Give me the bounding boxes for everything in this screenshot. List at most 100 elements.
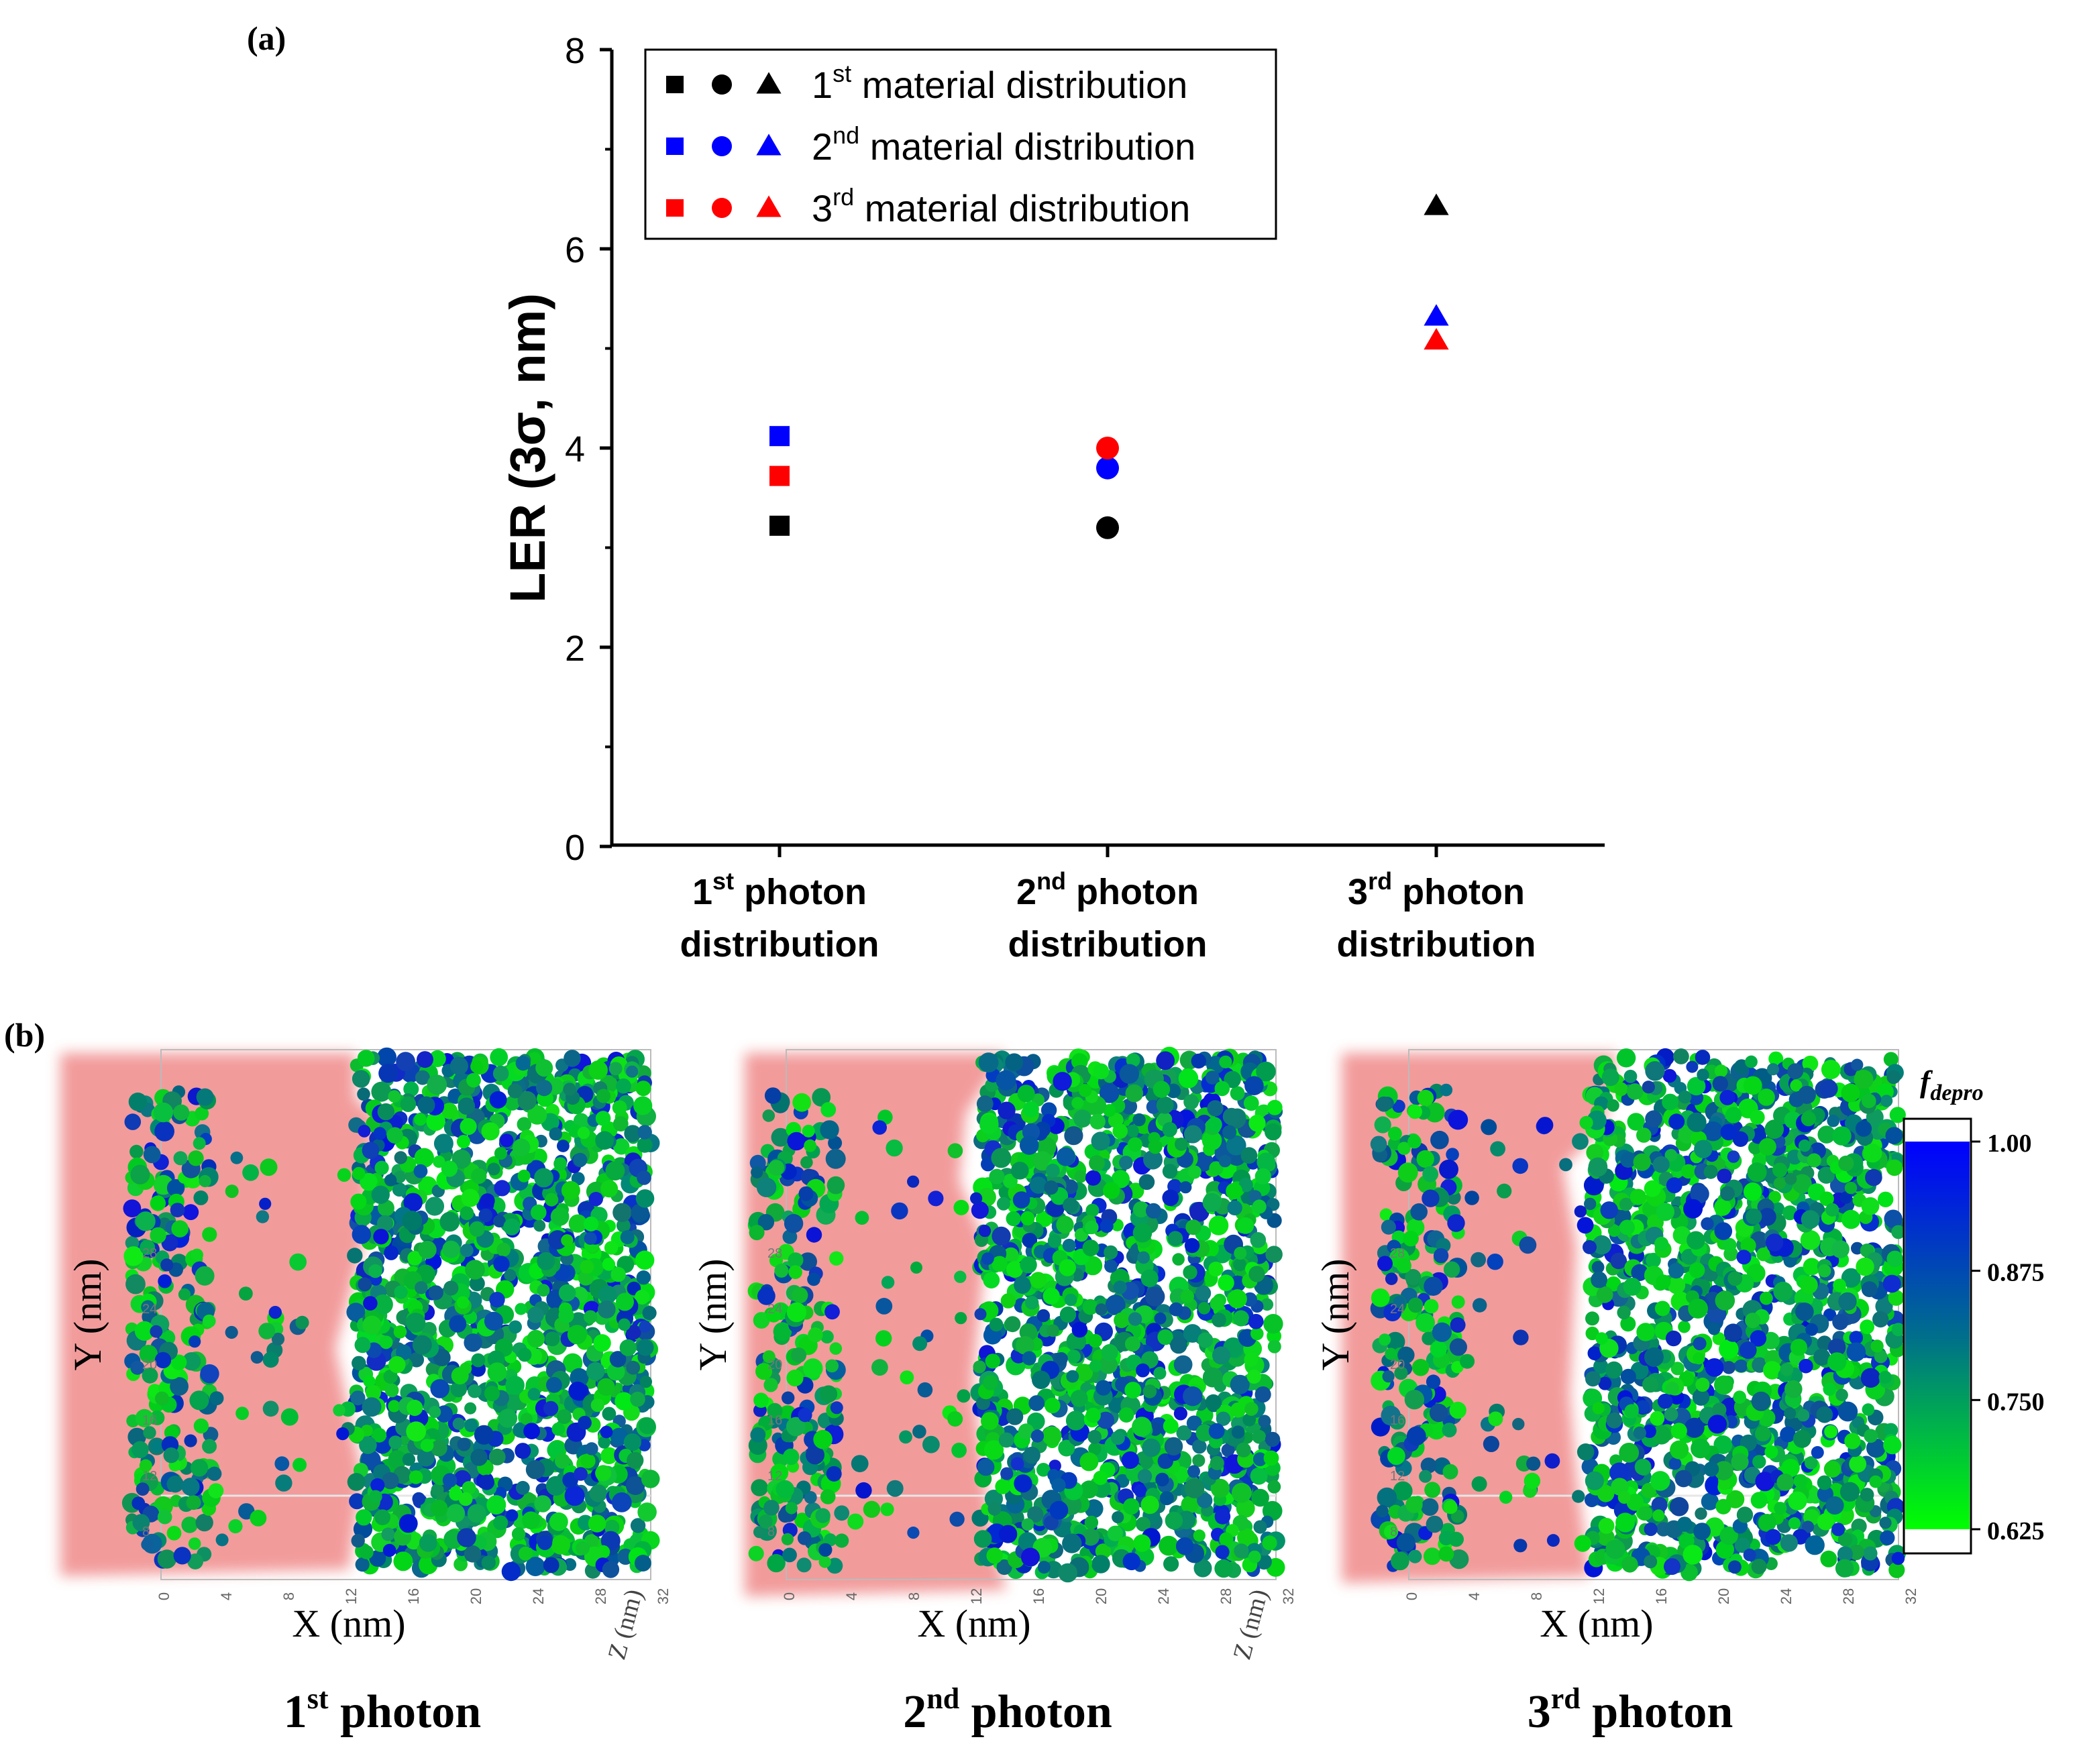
particle: [1715, 1499, 1731, 1514]
particle: [564, 1050, 581, 1067]
particle: [1093, 1471, 1108, 1485]
particle: [1093, 1063, 1109, 1079]
particle: [1265, 1123, 1281, 1140]
particle: [383, 1544, 396, 1557]
particle: [1123, 1498, 1140, 1515]
particle: [1725, 1107, 1742, 1123]
particle: [150, 1325, 162, 1338]
particle: [516, 1056, 531, 1070]
particle: [1185, 1219, 1201, 1235]
particle: [356, 1557, 370, 1572]
particle: [231, 1152, 244, 1164]
particle: [1705, 1358, 1724, 1377]
particle: [1630, 1189, 1646, 1205]
particle: [336, 1427, 349, 1440]
particle: [1735, 1360, 1748, 1372]
particle: [1244, 1353, 1258, 1367]
particle: [1841, 1210, 1861, 1229]
particle: [1824, 1425, 1837, 1439]
particle: [1585, 1472, 1604, 1490]
particle: [1091, 1555, 1110, 1574]
particle: [979, 1225, 991, 1237]
particle: [130, 1165, 150, 1184]
particle: [484, 1312, 503, 1331]
particle: [216, 1533, 229, 1546]
particle: [1719, 1339, 1738, 1359]
particle: [1250, 1232, 1267, 1248]
particle: [604, 1241, 618, 1254]
particle: [1028, 1395, 1045, 1411]
particle: [1247, 1370, 1261, 1384]
particle: [466, 1073, 481, 1088]
particle: [788, 1265, 802, 1279]
particle: [1223, 1108, 1240, 1125]
x-tick-label-line2: distribution: [1337, 924, 1536, 964]
particle: [1377, 1488, 1397, 1508]
particle: [1658, 1394, 1673, 1409]
particle: [352, 1167, 365, 1180]
particle: [955, 1312, 967, 1324]
particle: [1193, 1529, 1206, 1541]
particle: [1671, 1423, 1687, 1439]
particle: [977, 1095, 994, 1112]
particle: [1827, 1115, 1839, 1127]
particle: [1212, 1313, 1226, 1327]
x-tick-label: 16: [1030, 1588, 1047, 1604]
particle: [493, 1256, 509, 1272]
particle: [596, 1111, 611, 1126]
particle: [443, 1280, 458, 1295]
y-tick-label: 0: [565, 828, 585, 868]
particle: [1776, 1474, 1794, 1491]
x-tick-label: 16: [405, 1588, 422, 1604]
particle: [1056, 1216, 1073, 1233]
particle: [158, 1274, 172, 1288]
particle: [600, 1426, 613, 1439]
data-point-square: [769, 516, 790, 536]
particle: [787, 1132, 806, 1151]
particle: [820, 1489, 836, 1504]
particle: [1095, 1303, 1108, 1315]
particle: [1673, 1048, 1689, 1064]
particle: [1618, 1491, 1631, 1504]
particle: [479, 1475, 494, 1490]
particle: [1820, 1551, 1837, 1567]
particle: [1780, 1534, 1798, 1551]
particle: [1825, 1496, 1843, 1514]
particle: [1187, 1465, 1200, 1478]
particle: [393, 1551, 413, 1571]
particle: [825, 1360, 839, 1373]
particle: [154, 1121, 174, 1142]
particle: [1811, 1446, 1824, 1459]
particle: [1683, 1545, 1703, 1565]
particle: [1644, 1523, 1658, 1536]
particle: [1159, 1536, 1179, 1556]
panel-a-label: (a): [247, 19, 286, 57]
particle: [808, 1327, 822, 1342]
particle: [1255, 1386, 1271, 1402]
particle: [598, 1436, 610, 1449]
particle: [1681, 1164, 1696, 1179]
particle: [783, 1449, 799, 1465]
particle: [1452, 1295, 1465, 1309]
particle: [1145, 1286, 1165, 1306]
particle: [1267, 1100, 1283, 1115]
particle: [537, 1252, 555, 1270]
particle: [1619, 1443, 1639, 1463]
particle: [824, 1304, 840, 1319]
particle: [1752, 1559, 1767, 1574]
particle: [829, 1252, 843, 1266]
y-tick-label: 28: [767, 1246, 782, 1261]
particle: [360, 1545, 374, 1559]
particle: [160, 1258, 173, 1271]
particle: [1787, 1063, 1803, 1079]
particle: [263, 1400, 279, 1417]
particle: [496, 1243, 511, 1257]
particle: [1168, 1231, 1183, 1246]
particle: [1666, 1331, 1682, 1347]
particle: [784, 1214, 803, 1233]
particle: [373, 1229, 388, 1244]
particle: [633, 1096, 652, 1115]
particle: [786, 1502, 798, 1514]
